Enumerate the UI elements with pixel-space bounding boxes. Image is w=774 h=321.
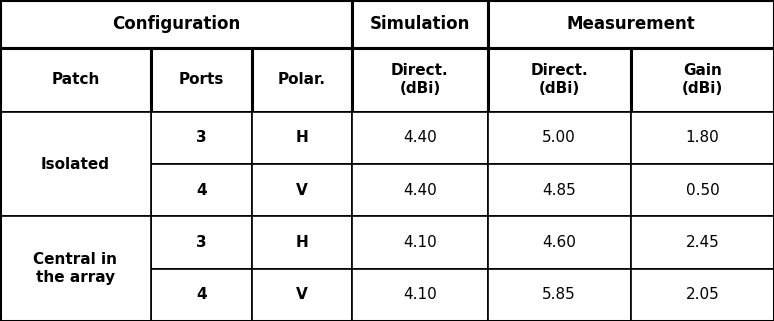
- Text: 4.85: 4.85: [543, 183, 576, 198]
- Text: 0.50: 0.50: [686, 183, 719, 198]
- Bar: [631, 269, 774, 321]
- Bar: [488, 112, 631, 164]
- Bar: [151, 216, 252, 269]
- Bar: [0, 216, 151, 321]
- Bar: [151, 48, 252, 112]
- Text: Simulation: Simulation: [370, 15, 470, 33]
- Text: 1.80: 1.80: [686, 130, 719, 145]
- Bar: [352, 216, 488, 269]
- Bar: [631, 164, 774, 216]
- Text: 4: 4: [196, 183, 207, 198]
- Bar: [151, 269, 252, 321]
- Text: Ports: Ports: [179, 72, 224, 87]
- Text: 4: 4: [196, 287, 207, 302]
- Text: Isolated: Isolated: [41, 157, 110, 171]
- Text: 4.40: 4.40: [403, 183, 437, 198]
- Bar: [352, 164, 488, 216]
- Bar: [0, 48, 151, 112]
- Bar: [352, 269, 488, 321]
- Bar: [488, 0, 774, 48]
- Text: Configuration: Configuration: [112, 15, 240, 33]
- Text: V: V: [296, 183, 308, 198]
- Text: 2.45: 2.45: [686, 235, 719, 250]
- Text: 2.05: 2.05: [686, 287, 719, 302]
- Bar: [252, 112, 352, 164]
- Bar: [352, 112, 488, 164]
- Text: Patch: Patch: [51, 72, 100, 87]
- Text: Direct.
(dBi): Direct. (dBi): [530, 63, 588, 96]
- Bar: [488, 216, 631, 269]
- Text: H: H: [296, 235, 308, 250]
- Bar: [0, 0, 352, 48]
- Bar: [488, 269, 631, 321]
- Bar: [631, 216, 774, 269]
- Text: 4.10: 4.10: [403, 287, 437, 302]
- Bar: [352, 0, 488, 48]
- Text: 4.10: 4.10: [403, 235, 437, 250]
- Text: V: V: [296, 287, 308, 302]
- Bar: [151, 164, 252, 216]
- Text: 5.85: 5.85: [543, 287, 576, 302]
- Bar: [631, 112, 774, 164]
- Text: 3: 3: [196, 235, 207, 250]
- Bar: [488, 164, 631, 216]
- Bar: [252, 164, 352, 216]
- Bar: [252, 48, 352, 112]
- Text: 4.40: 4.40: [403, 130, 437, 145]
- Bar: [252, 269, 352, 321]
- Bar: [631, 48, 774, 112]
- Bar: [352, 48, 488, 112]
- Text: 4.60: 4.60: [543, 235, 576, 250]
- Text: Measurement: Measurement: [567, 15, 695, 33]
- Text: 3: 3: [196, 130, 207, 145]
- Text: Polar.: Polar.: [278, 72, 326, 87]
- Text: 5.00: 5.00: [543, 130, 576, 145]
- Text: H: H: [296, 130, 308, 145]
- Bar: [488, 48, 631, 112]
- Bar: [0, 112, 151, 216]
- Bar: [151, 112, 252, 164]
- Text: Direct.
(dBi): Direct. (dBi): [391, 63, 449, 96]
- Text: Gain
(dBi): Gain (dBi): [682, 63, 723, 96]
- Bar: [252, 216, 352, 269]
- Text: Central in
the array: Central in the array: [33, 252, 118, 285]
